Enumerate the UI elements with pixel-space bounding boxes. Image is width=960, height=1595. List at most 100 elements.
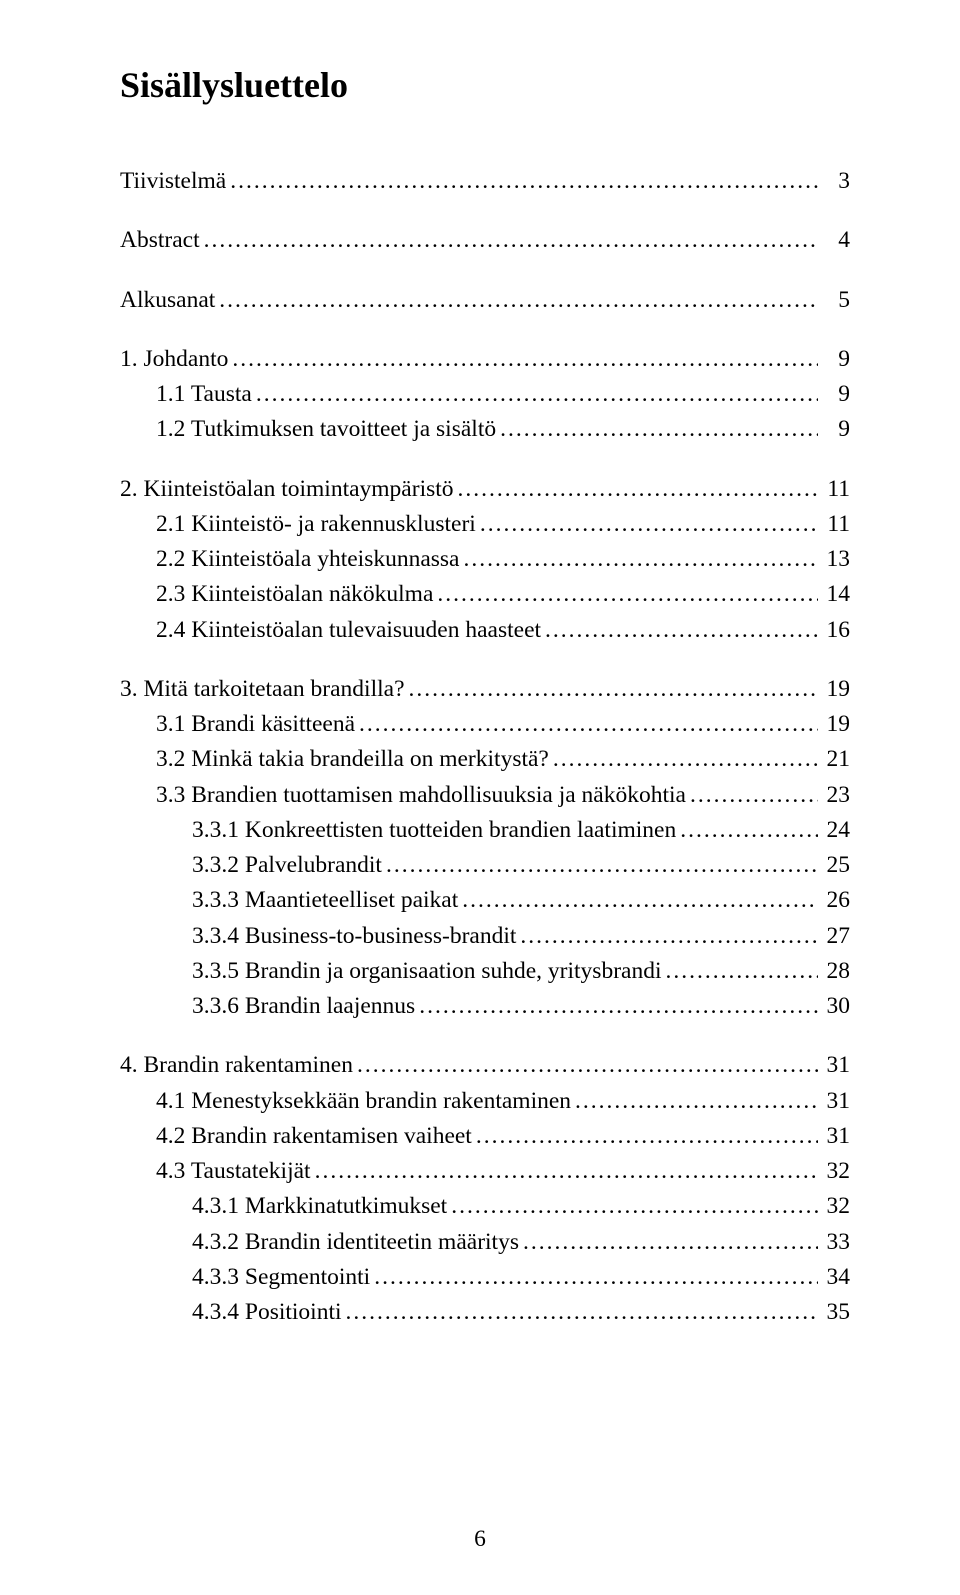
toc-entry-page: 34 [822,1260,850,1295]
toc-entry-page: 30 [822,989,850,1024]
toc-leader-dots [500,412,818,447]
toc-entry-page: 35 [822,1295,850,1330]
toc-entry-page: 5 [822,283,850,318]
toc-entry-label: 2.1 Kiinteistö- ja rakennusklusteri [156,507,476,542]
toc-entry: 3.2 Minkä takia brandeilla on merkitystä… [120,742,850,777]
toc-leader-dots [359,707,818,742]
toc-entry: 3. Mitä tarkoitetaan brandilla? 19 [120,672,850,707]
toc-block: 2. Kiinteistöalan toimintaympäristö112.1… [120,472,850,648]
toc-entry-page: 32 [822,1189,850,1224]
toc-entry: 3.3.4 Business-to-business-brandit27 [120,919,850,954]
toc-entry-label: 3.1 Brandi käsitteenä [156,707,355,742]
toc-entry-label: 3.3.1 Konkreettisten tuotteiden brandien… [192,813,676,848]
toc-entry-label: 3.3.3 Maantieteelliset paikat [192,883,458,918]
toc-entry-page: 19 [822,672,850,707]
toc-entry-page: 9 [822,342,850,377]
toc-leader-dots [464,542,819,577]
toc-entry: 4.3.1 Markkinatutkimukset 32 [120,1189,850,1224]
toc-entry-label: 4.3.4 Positiointi [192,1295,342,1330]
toc-entry-page: 31 [822,1084,850,1119]
toc-leader-dots [374,1260,818,1295]
toc-entry-page: 23 [822,778,850,813]
toc-leader-dots [346,1295,818,1330]
toc-entry-page: 32 [822,1154,850,1189]
toc-entry: 1. Johdanto 9 [120,342,850,377]
toc-leader-dots [315,1154,818,1189]
toc-leader-dots [357,1048,818,1083]
toc-entry-page: 14 [822,577,850,612]
toc-entry-page: 19 [822,707,850,742]
toc-entry: 2.3 Kiinteistöalan näkökulma 14 [120,577,850,612]
toc-entry-label: 2.4 Kiinteistöalan tulevaisuuden haastee… [156,613,541,648]
toc-block: Tiivistelmä3 [120,164,850,199]
toc-entry-page: 11 [822,507,850,542]
toc-entry-label: 4.3.3 Segmentointi [192,1260,370,1295]
toc-entry-label: Abstract [120,223,200,258]
toc-entry-label: Tiivistelmä [120,164,226,199]
toc-entry-page: 28 [822,954,850,989]
toc-entry: 3.3 Brandien tuottamisen mahdollisuuksia… [120,778,850,813]
toc-leader-dots [553,742,818,777]
page-title: Sisällysluettelo [120,64,850,106]
toc-entry-page: 27 [822,919,850,954]
toc-entry-page: 13 [822,542,850,577]
page-number: 6 [0,1526,960,1553]
toc-entry: 3.1 Brandi käsitteenä 19 [120,707,850,742]
toc-entry: 4.2 Brandin rakentamisen vaiheet31 [120,1119,850,1154]
toc-leader-dots [204,223,818,258]
toc-block: 4. Brandin rakentaminen 31 4.1 Menestyksek… [120,1048,850,1330]
toc-entry-label: 4.3 Taustatekijät [156,1154,311,1189]
toc-leader-dots [230,164,818,199]
toc-entry-label: 3. Mitä tarkoitetaan brandilla? [120,672,405,707]
toc-leader-dots [665,954,818,989]
toc-entry: Alkusanat5 [120,283,850,318]
toc-leader-dots [458,472,818,507]
toc-entry-page: 25 [822,848,850,883]
toc-entry-page: 26 [822,883,850,918]
toc-entry-label: 3.3.5 Brandin ja organisaation suhde, yr… [192,954,661,989]
toc-entry-label: 2.3 Kiinteistöalan näkökulma [156,577,433,612]
toc-entry: 2.1 Kiinteistö- ja rakennusklusteri 11 [120,507,850,542]
toc-entry-label: 3.2 Minkä takia brandeilla on merkitystä… [156,742,549,777]
toc-entry-label: 1. Johdanto [120,342,228,377]
toc-leader-dots [523,1225,818,1260]
toc-entry: 3.3.2 Palvelubrandit25 [120,848,850,883]
toc-entry: 3.3.6 Brandin laajennus 30 [120,989,850,1024]
toc-leader-dots [480,507,818,542]
toc-entry-page: 9 [822,377,850,412]
toc-entry: 2. Kiinteistöalan toimintaympäristö11 [120,472,850,507]
toc-leader-dots [409,672,818,707]
toc-entry-page: 4 [822,223,850,258]
toc-leader-dots [690,778,818,813]
toc-entry: 1.2 Tutkimuksen tavoitteet ja sisältö9 [120,412,850,447]
toc-entry-label: 4.2 Brandin rakentamisen vaiheet [156,1119,472,1154]
toc-entry-label: 4.3.1 Markkinatutkimukset [192,1189,447,1224]
toc-entry: 3.3.5 Brandin ja organisaation suhde, yr… [120,954,850,989]
toc-entry-page: 24 [822,813,850,848]
toc-entry: Abstract 4 [120,223,850,258]
toc-entry: 4.3.2 Brandin identiteetin määritys33 [120,1225,850,1260]
toc-entry: 2.2 Kiinteistöala yhteiskunnassa 13 [120,542,850,577]
toc-leader-dots [575,1084,818,1119]
toc-leader-dots [680,813,818,848]
toc-entry-page: 31 [822,1048,850,1083]
toc-block: 3. Mitä tarkoitetaan brandilla?193.1 Bra… [120,672,850,1025]
toc-entry-label: 4.3.2 Brandin identiteetin määritys [192,1225,519,1260]
toc-leader-dots [419,989,818,1024]
toc-entry-label: 4. Brandin rakentaminen [120,1048,353,1083]
toc-entry-label: 2.2 Kiinteistöala yhteiskunnassa [156,542,460,577]
toc-entry-label: 3.3.6 Brandin laajennus [192,989,415,1024]
page: Sisällysluettelo Tiivistelmä3 Abstract 4 Al… [0,0,960,1595]
toc-leader-dots [386,848,818,883]
toc-entry-page: 16 [822,613,850,648]
toc-leader-dots [462,883,818,918]
toc-entry: 1.1 Tausta9 [120,377,850,412]
toc-entry: 2.4 Kiinteistöalan tulevaisuuden haastee… [120,613,850,648]
toc-entry-page: 9 [822,412,850,447]
toc-entry-label: 3.3 Brandien tuottamisen mahdollisuuksia… [156,778,686,813]
toc-entry-label: 4.1 Menestyksekkään brandin rakentaminen [156,1084,571,1119]
toc-block: Abstract 4 [120,223,850,258]
toc-entry-page: 11 [822,472,850,507]
toc-leader-dots [219,283,818,318]
toc-leader-dots [520,919,818,954]
